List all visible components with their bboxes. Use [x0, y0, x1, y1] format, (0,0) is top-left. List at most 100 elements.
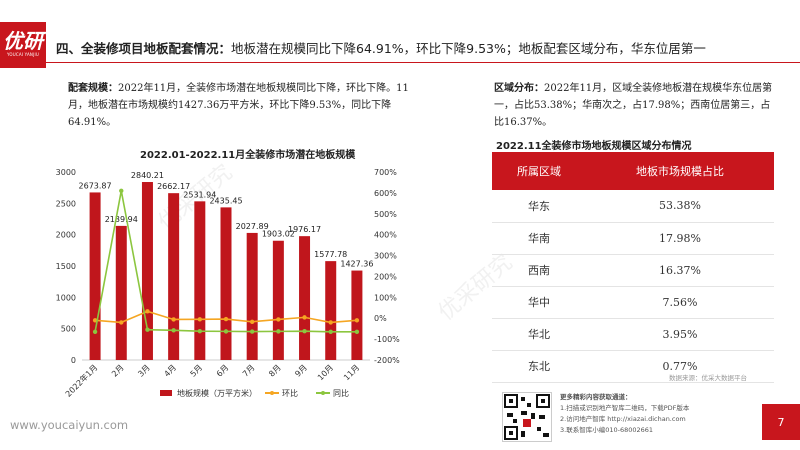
y2-tick-label: 100%	[374, 293, 397, 302]
download-info-line[interactable]: 2.访问地产智库 http://xiazai.dichan.com	[560, 415, 686, 423]
x-tick-label: 3月	[136, 363, 152, 379]
bar	[272, 240, 284, 360]
y2-tick-label: 300%	[374, 252, 397, 261]
region-distribution-table: 所属区域 地板市场规模占比 华东 53.38% 华南 17.98% 西南 16.37%…	[492, 152, 774, 383]
region-cell: 西南	[492, 254, 586, 287]
bar	[194, 201, 206, 360]
bar	[325, 261, 337, 360]
x-tick-label: 10月	[316, 363, 335, 382]
scale-paragraph-key: 配套规模：	[68, 83, 118, 94]
bar	[246, 232, 258, 360]
table-header-region: 所属区域	[492, 152, 586, 190]
x-tick-label: 9月	[293, 363, 309, 379]
bar	[220, 207, 232, 360]
line-point	[119, 320, 124, 325]
bar	[168, 193, 180, 360]
chart-title: 2022.01-2022.11月全装修市场潜在地板规模	[140, 150, 356, 161]
line-point	[328, 320, 333, 325]
table-row: 华北 3.95%	[492, 318, 774, 351]
qr-code-icon[interactable]	[502, 392, 552, 442]
bar-data-label: 2840.21	[131, 171, 164, 180]
line-point	[354, 318, 360, 323]
bar	[299, 236, 311, 360]
line-point	[223, 329, 229, 334]
scale-paragraph-text: 2022年11月，全装修市场潜在地板规模同比下降，环比下降。11月，地板潜在市场…	[68, 83, 409, 128]
x-tick-label: 2022年1月	[63, 362, 99, 398]
table-header-share: 地板市场规模占比	[586, 152, 774, 190]
download-info-heading: 更多精彩内容获取通道：	[560, 393, 632, 401]
y-tick-label: 2000	[56, 231, 76, 240]
line-point	[92, 329, 98, 334]
line-point	[276, 329, 281, 334]
x-tick-label: 8月	[267, 363, 283, 379]
bar-data-label: 1577.78	[314, 250, 347, 259]
region-cell: 华东	[492, 190, 586, 223]
bar-data-label: 1427.36	[340, 260, 373, 269]
page-number: 7	[762, 404, 800, 440]
y2-tick-label: 200%	[374, 272, 397, 281]
line-point	[119, 188, 124, 193]
page-title-rest: 地板潜在规模同比下降64.91%，环比下降9.53%；地板配套区域分布，华东位居…	[231, 41, 706, 56]
y-tick-label: 2500	[56, 199, 76, 208]
x-tick-label: 2月	[110, 363, 126, 379]
y2-tick-label: 600%	[374, 189, 397, 198]
y-tick-label: 1500	[56, 262, 76, 271]
scale-paragraph: 配套规模：2022年11月，全装修市场潜在地板规模同比下降，环比下降。11月，地…	[68, 80, 428, 131]
logo: 优研 YOUCAI YANJIU	[0, 22, 46, 68]
x-tick-label: 6月	[215, 363, 231, 379]
download-info: 更多精彩内容获取通道： 1.扫描或识别地产智库二维码，下载PDF版本 2.访问地…	[560, 392, 689, 436]
x-tick-label: 4月	[162, 363, 178, 379]
region-paragraph: 区域分布：2022年11月，区域全装修地板潜在规模华东位居第一，占比53.38%…	[494, 80, 774, 131]
table-row: 华南 17.98%	[492, 222, 774, 255]
legend-swatch	[160, 390, 172, 396]
region-cell: 华北	[492, 318, 586, 351]
table-title: 2022.11全装修市场地板规模区域分布情况	[496, 141, 692, 152]
line-point	[354, 329, 360, 334]
line-point	[197, 328, 203, 334]
page-title: 四、全装修项目地板配套情况：地板潜在规模同比下降64.91%，环比下降9.53%…	[56, 38, 706, 57]
legend-swatch	[270, 391, 274, 395]
bar	[115, 225, 127, 360]
region-cell: 东北	[492, 350, 586, 383]
bar	[141, 182, 153, 360]
logo-mark: 优研	[3, 31, 43, 53]
bar	[89, 192, 101, 360]
bar-data-label: 2139.94	[105, 215, 138, 224]
legend-label: 同比	[333, 388, 349, 398]
bar-data-label: 1976.17	[288, 225, 321, 234]
bar-data-label: 1903.02	[262, 230, 295, 239]
y2-tick-label: -100%	[374, 335, 400, 344]
bar-data-label: 2662.17	[157, 182, 190, 191]
y-tick-label: 0	[71, 356, 76, 365]
y-tick-label: 3000	[56, 168, 76, 177]
table-row: 华中 7.56%	[492, 286, 774, 319]
bar-data-label: 2027.89	[236, 222, 269, 231]
y2-tick-label: 400%	[374, 231, 397, 240]
bar-data-label: 2435.45	[209, 196, 242, 205]
bar-data-label: 2673.87	[79, 181, 112, 190]
share-cell: 0.77%	[586, 350, 774, 383]
y2-tick-label: 500%	[374, 210, 397, 219]
table-row: 东北 0.77%	[492, 350, 774, 383]
line-point	[302, 328, 307, 334]
line-point	[171, 328, 176, 333]
share-cell: 3.95%	[586, 318, 774, 351]
data-source: 数据来源：优采大数据平台	[669, 374, 747, 382]
line-point	[171, 317, 176, 322]
line-point	[145, 309, 150, 314]
legend-swatch	[321, 391, 325, 395]
table-header-row: 所属区域 地板市场规模占比	[492, 152, 774, 190]
y2-tick-label: 0%	[374, 314, 387, 323]
download-info-line: 1.扫描或识别地产智库二维码，下载PDF版本	[560, 404, 690, 412]
legend-label: 地板规模（万平方米）	[177, 388, 257, 398]
bar	[351, 270, 363, 360]
share-cell: 53.38%	[586, 190, 774, 223]
line-point	[249, 319, 255, 324]
line-point	[276, 317, 281, 322]
logo-subtitle: YOUCAI YANJIU	[6, 52, 40, 57]
x-tick-label: 5月	[189, 363, 205, 379]
x-tick-label: 7月	[241, 363, 257, 379]
table-row: 华东 53.38%	[492, 190, 774, 223]
website-link[interactable]: www.youcaiyun.com	[10, 418, 129, 432]
region-cell: 华南	[492, 222, 586, 255]
